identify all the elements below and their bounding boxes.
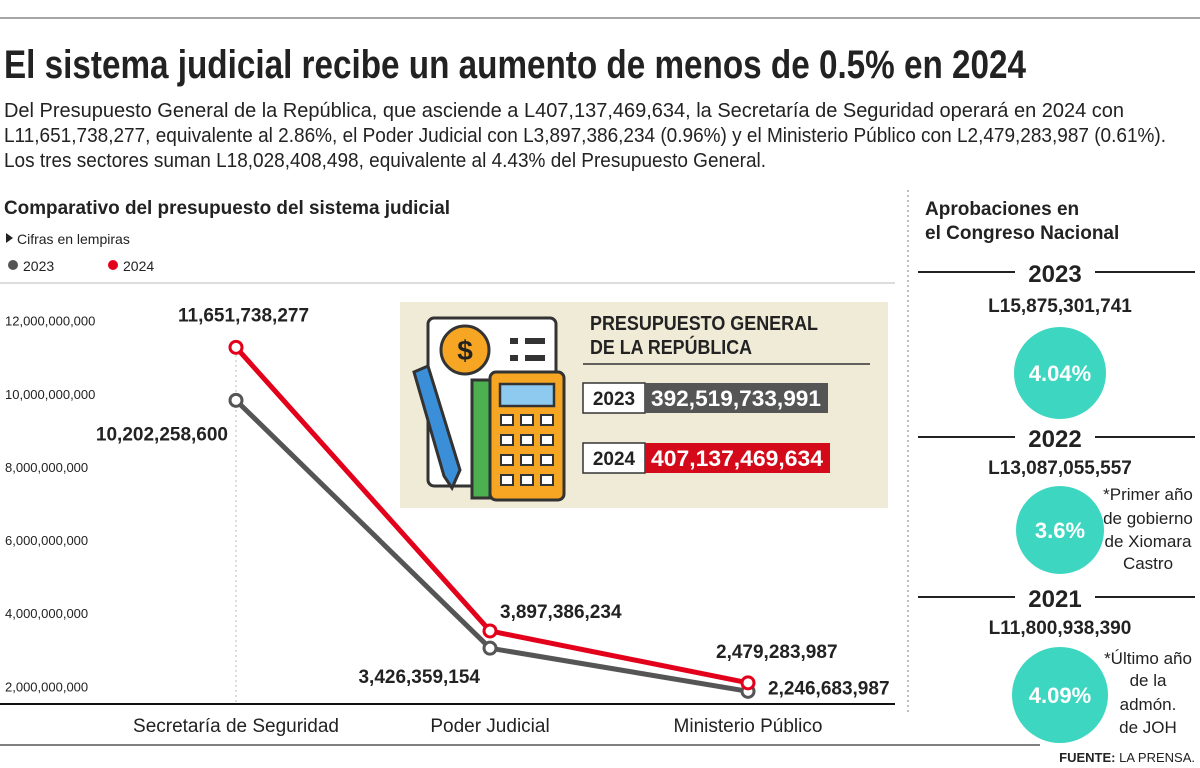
percent-circle xyxy=(1012,647,1108,743)
legend-swatch xyxy=(8,260,18,270)
y-tick-label: 6,000,000,000 xyxy=(5,533,88,548)
point xyxy=(482,623,498,639)
sidebar-year: 2021 xyxy=(1028,586,1081,613)
coin-symbol: $ xyxy=(457,335,473,366)
y-tick-label: 2,000,000,000 xyxy=(5,679,88,694)
percent-circle xyxy=(1016,486,1104,574)
value-label: 10,202,258,600 xyxy=(96,424,228,445)
sidebar-note: *Primer año xyxy=(1103,485,1193,504)
sidebar-amount: L13,087,055,557 xyxy=(988,458,1132,479)
intro-line: Los tres sectores suman L18,028,408,498,… xyxy=(4,150,766,172)
footer-source: LA PRENSA. xyxy=(1116,750,1195,765)
legend-label: 2023 xyxy=(23,258,54,274)
y-tick-label: 10,000,000,000 xyxy=(5,387,95,402)
doc-mark xyxy=(525,355,545,361)
sidebar-note: admón. xyxy=(1120,695,1177,714)
x-tick-label: Poder Judicial xyxy=(430,716,549,737)
percent-circle xyxy=(1014,327,1106,419)
inset-amount: 407,137,469,634 xyxy=(651,446,824,471)
pen-icon xyxy=(412,363,462,492)
sidebar-note: de JOH xyxy=(1119,718,1177,737)
calc-keys xyxy=(500,414,554,486)
value-label: 2,246,683,987 xyxy=(768,678,890,699)
sidebar-note: de gobierno xyxy=(1103,509,1193,528)
footer: FUENTE: LA PRENSA. xyxy=(1059,750,1195,765)
line-chart: 2,000,000,000 4,000,000,000 6,000,000,000 8… xyxy=(0,258,895,737)
chart-title: Comparativo del presupuesto del sistema … xyxy=(4,198,450,219)
year-box xyxy=(582,382,646,414)
doc-mark xyxy=(510,355,518,361)
y-tick-label: 12,000,000,000 xyxy=(5,314,95,329)
sidebar: Aprobaciones en el Congreso Nacional 202… xyxy=(918,199,1195,743)
sidebar-percent: 4.09% xyxy=(1029,683,1091,708)
calc-side xyxy=(470,378,492,500)
coin-icon xyxy=(439,324,491,376)
sidebar-note: *Último año xyxy=(1104,649,1192,668)
point xyxy=(228,339,244,355)
x-tick-label: Secretaría de Seguridad xyxy=(133,716,339,737)
point xyxy=(228,392,244,408)
point xyxy=(482,640,498,656)
value-label: 3,426,359,154 xyxy=(358,667,480,688)
sidebar-title: Aprobaciones en xyxy=(925,199,1079,220)
inset-title: PRESUPUESTO GENERAL xyxy=(590,313,818,335)
bullet xyxy=(6,233,13,243)
inset-amount: 392,519,733,991 xyxy=(651,386,821,411)
amount-box xyxy=(645,383,828,413)
amount-box xyxy=(645,443,830,473)
inset-title: DE LA REPÚBLICA xyxy=(590,335,752,359)
value-label: 2,479,283,987 xyxy=(716,642,838,663)
doc-mark xyxy=(525,338,545,344)
sidebar-title: el Congreso Nacional xyxy=(925,223,1119,244)
legend-label: 2024 xyxy=(123,258,154,274)
sidebar-note: de Xiomara xyxy=(1105,532,1192,551)
sidebar-amount: L11,800,938,390 xyxy=(989,618,1132,639)
title: El sistema judicial recibe un aumento de… xyxy=(4,43,1027,87)
sidebar-amount: L15,875,301,741 xyxy=(988,296,1132,317)
value-label: 11,651,738,277 xyxy=(178,305,309,326)
inset: $ PRESUPUESTO GENERAL DE LA REPÚBLICA 20… xyxy=(400,302,888,508)
legend-swatch xyxy=(108,260,118,270)
sidebar-percent: 3.6% xyxy=(1035,518,1085,543)
sidebar-note: de la xyxy=(1130,671,1167,690)
x-tick-label: Ministerio Público xyxy=(674,716,823,737)
y-tick-label: 8,000,000,000 xyxy=(5,460,88,475)
doc-mark xyxy=(510,338,518,344)
inset-year: 2023 xyxy=(593,389,635,410)
year-bg xyxy=(1015,258,1095,286)
intro-line: L11,651,738,277, equivalente al 2.86%, e… xyxy=(4,125,1166,147)
year-box xyxy=(582,442,646,474)
footer-label: FUENTE: xyxy=(1059,750,1115,765)
point xyxy=(740,675,756,691)
sidebar-year: 2022 xyxy=(1028,426,1081,453)
y-tick-label: 4,000,000,000 xyxy=(5,606,88,621)
year-bg xyxy=(1015,423,1095,451)
sidebar-note: Castro xyxy=(1123,554,1173,573)
chart-subtitle: Cifras en lempiras xyxy=(17,231,130,247)
inset-year: 2024 xyxy=(593,449,636,470)
sidebar-percent: 4.04% xyxy=(1029,361,1091,386)
value-label: 3,897,386,234 xyxy=(500,602,622,623)
year-bg xyxy=(1015,583,1095,611)
sidebar-year: 2023 xyxy=(1028,261,1081,288)
calc-screen xyxy=(498,382,556,408)
intro-line: Del Presupuesto General de la República,… xyxy=(4,100,1124,122)
